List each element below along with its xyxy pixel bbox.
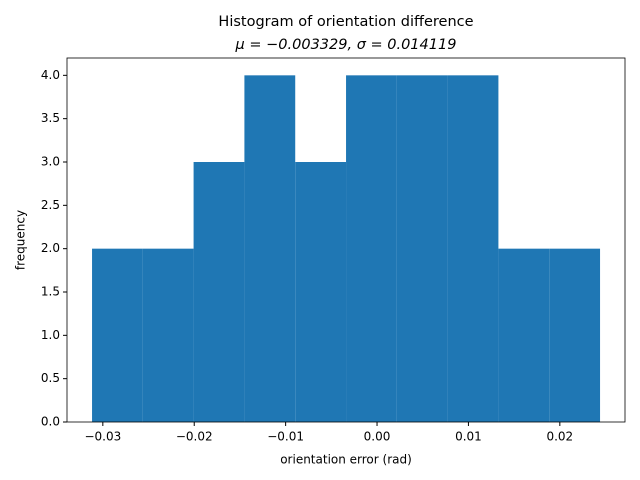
plot-frame — [66, 57, 626, 423]
y-tick-label: 1.0 — [41, 328, 60, 342]
x-tick-label: 0.00 — [364, 430, 391, 444]
bar — [295, 162, 347, 422]
y-axis-label: frequency — [14, 210, 28, 270]
bar — [92, 248, 143, 422]
x-tick-label: −0.03 — [84, 430, 121, 444]
x-tick-label: 0.02 — [546, 430, 573, 444]
y-tick-label: 3.0 — [41, 155, 60, 169]
y-tick-label: 0.5 — [41, 371, 60, 385]
chart-title: Histogram of orientation difference — [218, 14, 473, 30]
bar — [396, 75, 448, 422]
bar — [447, 75, 499, 422]
bar — [549, 248, 601, 422]
bar — [498, 248, 550, 422]
bar — [193, 162, 245, 422]
x-tick-label: −0.02 — [176, 430, 213, 444]
y-tick-label: 1.5 — [41, 285, 60, 299]
bar — [142, 248, 194, 422]
chart-subtitle: μ = −0.003329, σ = 0.014119 — [235, 37, 457, 53]
y-tick-label: 3.5 — [41, 111, 60, 125]
y-tick-label: 2.0 — [41, 241, 60, 255]
x-tick-label: −0.01 — [267, 430, 304, 444]
y-tick-label: 0.0 — [41, 415, 60, 429]
y-tick-label: 4.0 — [41, 68, 60, 82]
x-tick-label: 0.01 — [455, 430, 482, 444]
x-axis-label: orientation error (rad) — [280, 453, 412, 467]
y-tick-label: 2.5 — [41, 198, 60, 212]
bar — [244, 75, 296, 422]
bar — [346, 75, 397, 422]
